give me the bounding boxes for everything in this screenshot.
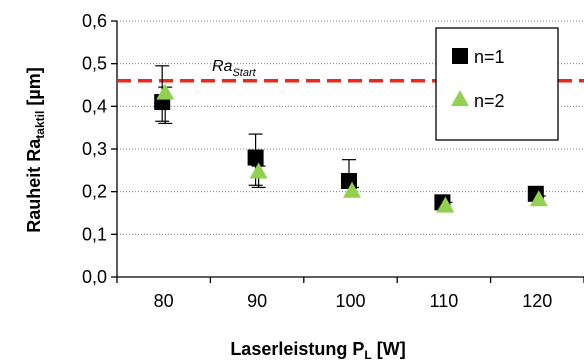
y-axis-title-unit: [µm] <box>24 67 44 110</box>
y-tick-label: 0,6 <box>82 11 107 31</box>
x-tick-label: 120 <box>522 291 552 311</box>
x-tick-label: 90 <box>247 291 267 311</box>
y-tick-label: 0,4 <box>82 96 107 116</box>
reference-line-label: RaStart <box>212 58 257 79</box>
data-point-triangle <box>156 83 175 100</box>
legend-label: n=2 <box>474 91 505 111</box>
legend-marker-square <box>452 48 468 64</box>
reference-line-label-sub: Start <box>232 67 256 79</box>
data-point-triangle <box>436 196 455 213</box>
legend: n=1 n=2 <box>435 27 559 141</box>
x-tick-labels: 80 90 100 110 120 <box>154 291 553 311</box>
y-axis-title: Rauheit Rataktil [µm] <box>24 67 47 232</box>
data-point-triangle <box>249 162 268 179</box>
data-point-triangle <box>529 190 548 207</box>
data-markers <box>154 83 548 213</box>
x-axis-title: Laserleistung PL [W] <box>230 339 405 361</box>
x-tick-label: 110 <box>430 291 459 311</box>
y-tick-label: 0,1 <box>82 224 107 244</box>
y-tick-labels: 0,0 0,1 0,2 0,3 0,4 0,5 0,6 <box>82 11 107 287</box>
axes <box>111 20 584 283</box>
data-point-triangle <box>343 181 361 198</box>
y-tick-label: 0,2 <box>82 182 107 202</box>
reference-line-label-main: Ra <box>212 58 233 75</box>
legend-box <box>435 27 559 141</box>
x-axis-title-sub: L <box>364 348 371 361</box>
legend-label: n=1 <box>474 47 505 67</box>
y-tick-label: 0,0 <box>82 267 107 287</box>
x-axis-title-unit: [W] <box>372 339 406 359</box>
y-tick-label: 0,3 <box>82 139 107 159</box>
y-axis-title-main: Rauheit Ra <box>24 138 44 233</box>
data-point-square <box>247 149 264 166</box>
x-tick-label: 100 <box>335 291 365 311</box>
x-axis-title-main: Laserleistung P <box>230 339 364 359</box>
legend-marker-triangle <box>451 90 469 107</box>
y-axis-title-sub: taktil <box>33 111 47 139</box>
x-tick-label: 80 <box>154 291 174 311</box>
legend-items: n=1 n=2 <box>451 47 505 111</box>
y-tick-label: 0,5 <box>82 54 107 74</box>
